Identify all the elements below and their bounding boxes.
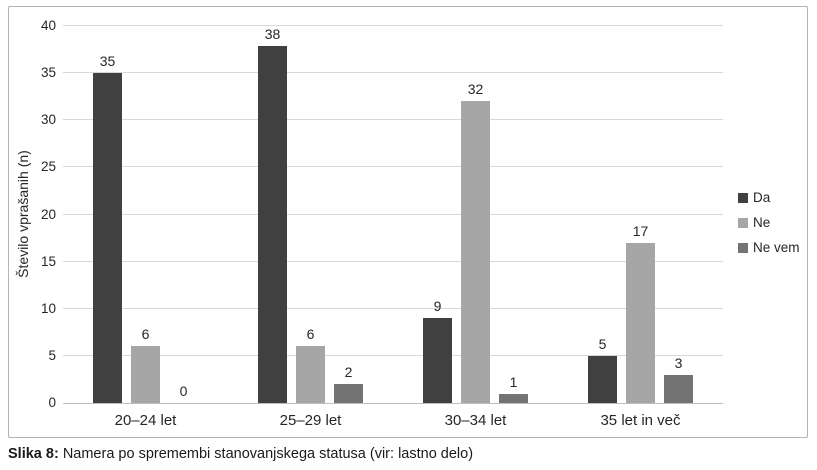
bar-value-label: 5 [598,335,607,352]
bar-ne [296,346,325,403]
bar-value-label: 6 [306,326,315,343]
gridline [63,25,723,26]
bar-groups: 35 6 0 20–24 let 38 6 2 25–29 let 9 32 1 30–34 let 5… [63,26,723,429]
bar-group: 5 17 3 35 let in več [558,26,723,429]
y-tick-label: 25 [40,159,56,175]
bar-slot: 38 [258,26,287,403]
bar-value-label: 32 [467,81,484,98]
bar-ne [461,101,490,403]
y-tick-label: 15 [40,253,56,269]
bar-group: 35 6 0 20–24 let [63,26,228,429]
y-ticks: 0 5 10 15 20 25 30 35 40 [9,18,56,410]
legend-item-da: Da [738,190,800,205]
bar-slot: 9 [423,26,452,403]
legend-swatch [738,192,748,203]
legend: Da Ne Ne vem [738,190,800,255]
bar-slot: 1 [499,26,528,403]
y-tick-label: 5 [48,347,56,363]
bar-cluster: 5 17 3 [558,26,723,403]
x-category-label: 25–29 let [279,412,342,429]
bar-group: 9 32 1 30–34 let [393,26,558,429]
x-category-label: 20–24 let [114,412,177,429]
chart-frame: Število vprašanih (n) 0 5 10 15 20 25 30 35 40 3… [8,6,808,438]
gridline [63,307,723,309]
legend-item-ne: Ne [738,215,800,230]
legend-label: Ne [753,215,771,230]
y-tick-label: 20 [40,206,56,222]
legend-item-ne-vem: Ne vem [738,240,800,255]
y-tick-label: 0 [48,395,56,410]
bar-slot: 3 [664,26,693,403]
plot-area: 35 6 0 20–24 let 38 6 2 25–29 let 9 32 1 30–34 let 5… [63,25,723,429]
y-tick-label: 10 [40,300,56,316]
bar-ne [626,242,655,403]
caption-label: Slika 8: [8,446,59,462]
bar-ne-vem [334,384,363,403]
gridline [63,354,723,356]
bar-cluster: 38 6 2 [228,26,393,403]
bar-value-label: 9 [433,298,442,315]
bar-slot: 6 [131,26,160,403]
bar-value-label: 38 [264,26,281,42]
figure-caption: Slika 8: Namera po spremembi stanovanjsk… [8,446,473,462]
bar-cluster: 35 6 0 [63,26,228,403]
gridline [63,166,723,168]
bar-slot: 2 [334,26,363,403]
legend-label: Ne vem [753,240,800,255]
bar-value-label: 35 [99,53,116,70]
y-tick-label: 30 [40,112,56,128]
legend-swatch [738,242,748,253]
bar-da [423,318,452,403]
bar-ne [131,346,160,403]
y-tick-label: 40 [40,18,56,33]
bar-ne-vem [499,393,528,403]
bar-da [258,46,287,403]
bar-slot: 6 [296,26,325,403]
y-tick-label: 35 [40,65,56,81]
gridline [63,72,723,74]
bar-da [93,73,122,403]
bar-value-label: 3 [674,354,683,371]
bar-slot: 32 [461,26,490,403]
gridline [63,119,723,121]
bar-value-label: 2 [344,364,353,381]
bar-value-label: 17 [632,222,649,239]
gridline [63,260,723,262]
x-category-label: 35 let in več [600,412,681,429]
gridline [63,213,723,215]
bar-cluster: 9 32 1 [393,26,558,403]
bar-ne-vem [664,374,693,403]
x-category-label: 30–34 let [444,412,507,429]
caption-text: Namera po spremembi stanovanjskega statu… [62,446,474,462]
bar-slot: 35 [93,26,122,403]
bar-value-label: 1 [509,373,518,390]
bar-group: 38 6 2 25–29 let [228,26,393,429]
legend-swatch [738,217,748,228]
legend-label: Da [753,190,771,205]
bar-value-label: 0 [179,383,188,399]
bar-slot: 5 [588,26,617,403]
bar-slot: 17 [626,26,655,403]
bar-value-label: 6 [141,326,150,343]
bar-slot: 0 [169,26,198,403]
bar-da [588,355,617,403]
